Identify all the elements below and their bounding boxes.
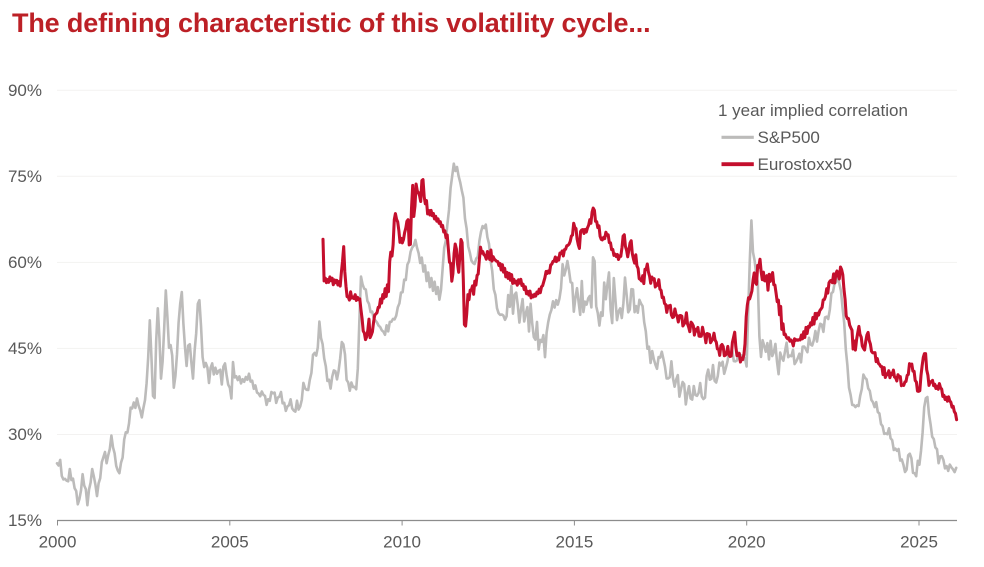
svg-text:90%: 90%: [8, 81, 42, 100]
svg-text:2015: 2015: [555, 533, 593, 552]
svg-text:2020: 2020: [728, 533, 766, 552]
svg-text:75%: 75%: [8, 167, 42, 186]
svg-text:15%: 15%: [8, 511, 42, 530]
svg-text:2025: 2025: [900, 533, 938, 552]
svg-text:1 year implied correlation: 1 year implied correlation: [718, 101, 908, 120]
svg-text:2000: 2000: [39, 533, 77, 552]
svg-text:30%: 30%: [8, 425, 42, 444]
svg-text:45%: 45%: [8, 339, 42, 358]
svg-text:2010: 2010: [383, 533, 421, 552]
svg-text:S&P500: S&P500: [758, 128, 820, 147]
svg-text:2005: 2005: [211, 533, 249, 552]
svg-text:The defining characteristic of: The defining characteristic of this vola…: [12, 8, 650, 38]
svg-text:Eurostoxx50: Eurostoxx50: [758, 155, 853, 174]
svg-text:60%: 60%: [8, 253, 42, 272]
